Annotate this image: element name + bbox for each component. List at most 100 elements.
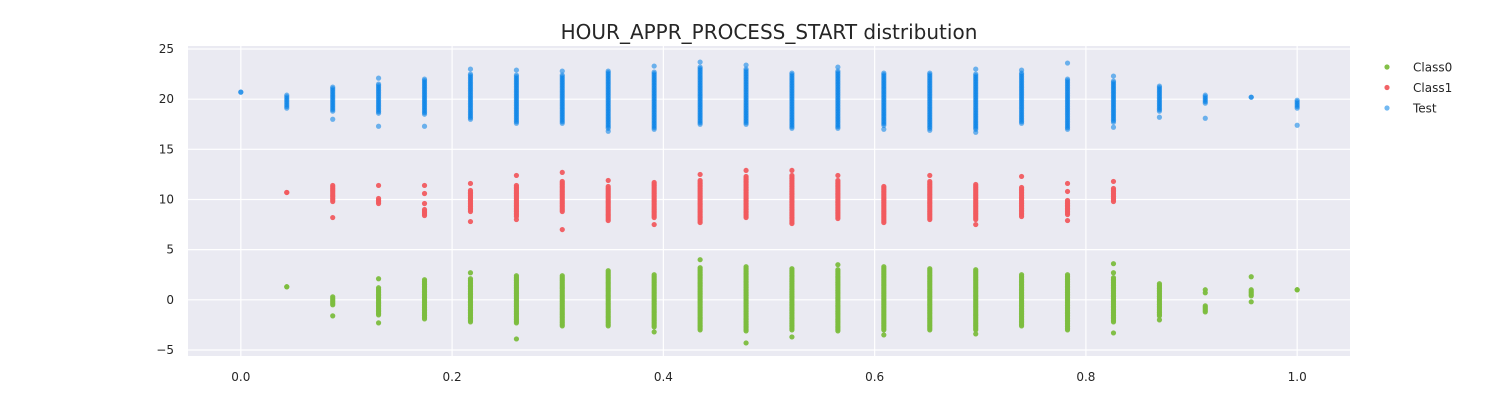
data-point xyxy=(1294,97,1300,103)
data-point xyxy=(1248,287,1254,293)
data-point xyxy=(330,313,336,319)
data-point xyxy=(1110,73,1117,79)
y-tick-label: 5 xyxy=(166,243,174,257)
data-point xyxy=(1294,287,1300,293)
data-point xyxy=(421,200,428,207)
legend-label: Class1 xyxy=(1413,81,1452,95)
data-point xyxy=(881,264,887,270)
data-point xyxy=(1064,60,1071,66)
data-point xyxy=(375,182,382,189)
data-point xyxy=(927,172,933,179)
data-point xyxy=(330,214,336,221)
data-point xyxy=(697,177,703,184)
data-point xyxy=(1110,275,1117,281)
data-point xyxy=(743,173,749,180)
data-point xyxy=(467,180,474,187)
data-point xyxy=(651,69,657,75)
data-point xyxy=(651,329,657,335)
data-point xyxy=(375,195,382,202)
data-point xyxy=(375,123,382,129)
data-point xyxy=(467,71,474,77)
x-axis: 0.0 0.2 0.4 0.6 0.8 1.0 xyxy=(231,370,1306,384)
data-point xyxy=(743,264,749,270)
y-axis: −5 0 5 10 15 20 25 xyxy=(156,42,174,357)
data-point xyxy=(973,181,979,188)
x-tick-label: 0.0 xyxy=(231,370,250,384)
data-point xyxy=(881,183,887,190)
data-point xyxy=(284,189,290,196)
data-point xyxy=(973,221,979,228)
y-tick-label: 25 xyxy=(159,42,174,56)
data-point xyxy=(927,266,933,272)
y-tick-label: 10 xyxy=(159,192,174,206)
data-point xyxy=(1110,270,1117,276)
data-point xyxy=(1018,272,1025,278)
data-point xyxy=(1248,299,1254,305)
data-point xyxy=(467,270,474,276)
data-point xyxy=(697,59,703,65)
legend-marker-class0 xyxy=(1384,64,1390,70)
data-point xyxy=(421,76,428,82)
data-point xyxy=(1110,261,1117,267)
data-point xyxy=(330,294,336,300)
data-point xyxy=(743,167,749,174)
data-point xyxy=(513,216,520,223)
data-point xyxy=(605,128,611,134)
data-point xyxy=(513,273,520,279)
x-tick-label: 0.2 xyxy=(443,370,462,384)
data-point xyxy=(835,172,841,179)
data-point xyxy=(1156,281,1163,287)
y-tick-label: 0 xyxy=(166,293,174,307)
data-point xyxy=(927,127,933,133)
plot-background xyxy=(188,46,1350,356)
series-class1 xyxy=(284,167,1117,233)
data-point xyxy=(421,182,428,189)
data-point xyxy=(421,277,428,283)
series-class0 xyxy=(284,257,1300,346)
data-point xyxy=(1064,217,1071,224)
data-point xyxy=(651,221,657,228)
data-point xyxy=(1202,287,1208,293)
data-point xyxy=(697,171,703,178)
data-point xyxy=(330,182,336,189)
legend: Class0 Class1 Test xyxy=(1384,61,1452,116)
data-point xyxy=(559,169,565,176)
series-test xyxy=(238,59,1300,135)
data-point xyxy=(559,226,565,233)
x-tick-label: 0.6 xyxy=(865,370,884,384)
data-point xyxy=(651,63,657,69)
data-point xyxy=(927,178,933,185)
data-point xyxy=(375,320,382,326)
data-point xyxy=(1110,330,1117,336)
data-point xyxy=(330,84,336,90)
legend-marker-class1 xyxy=(1384,84,1390,91)
legend-label: Test xyxy=(1412,102,1437,116)
data-point xyxy=(1018,67,1025,73)
data-point xyxy=(513,336,520,342)
x-tick-label: 1.0 xyxy=(1288,370,1307,384)
data-point xyxy=(513,182,520,189)
data-point xyxy=(835,177,841,184)
y-tick-label: 20 xyxy=(159,92,174,106)
data-point xyxy=(789,70,795,76)
data-point xyxy=(559,178,565,185)
chart-title: HOUR_APPR_PROCESS_START distribution xyxy=(561,20,978,44)
data-point xyxy=(1156,317,1163,323)
data-point xyxy=(835,64,841,70)
data-point xyxy=(284,284,290,290)
legend-label: Class0 xyxy=(1413,61,1452,75)
data-point xyxy=(375,285,382,291)
data-point xyxy=(881,70,887,76)
y-tick-label: 15 xyxy=(159,142,174,156)
data-point xyxy=(1110,178,1117,185)
data-point xyxy=(1202,92,1208,98)
data-point xyxy=(1248,94,1254,100)
data-point xyxy=(973,129,979,135)
data-point xyxy=(467,276,474,282)
data-point xyxy=(789,334,795,340)
y-tick-label: −5 xyxy=(156,343,174,357)
data-point xyxy=(789,266,795,272)
data-point xyxy=(421,206,428,213)
data-point xyxy=(789,167,795,174)
data-point xyxy=(375,276,382,282)
